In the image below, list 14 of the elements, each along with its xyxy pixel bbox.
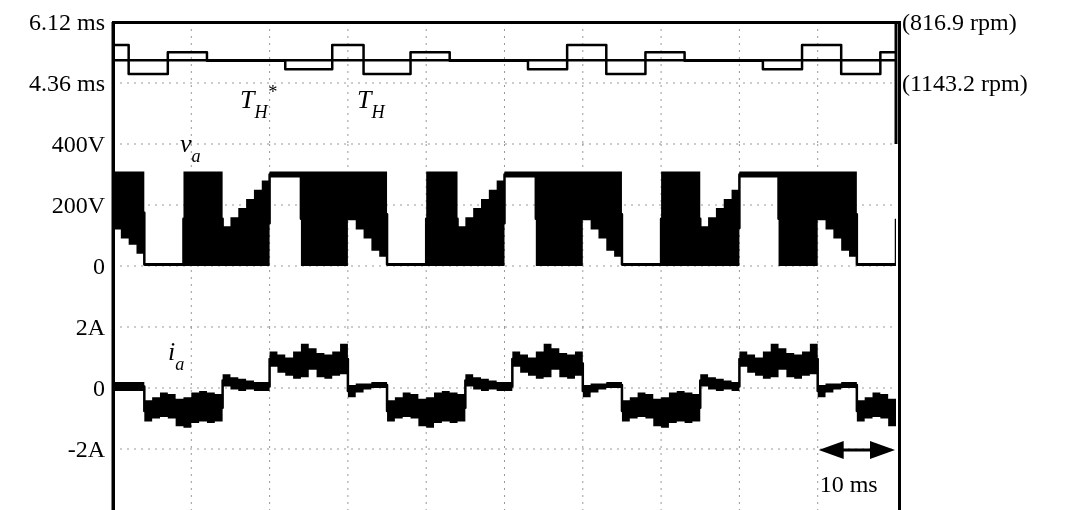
y2-tick-label: (816.9 rpm): [902, 9, 1017, 35]
y-tick-label: 6.12 ms: [28, 9, 105, 35]
annotation: 10 ms: [819, 471, 878, 497]
series-label: i$_{a}$: [168, 337, 185, 374]
y-tick-label: 4.36 ms: [28, 70, 105, 96]
text: v$_{a}$: [180, 129, 201, 166]
y-tick-label: 2A: [75, 314, 106, 340]
y-tick-label: 0: [93, 375, 105, 401]
y2-tick-label: (1143.2 rpm): [902, 70, 1028, 96]
y-tick-label: 0: [93, 253, 105, 279]
y-tick-label: 400V: [51, 131, 106, 157]
series-label: T$_{H}$: [357, 85, 386, 122]
y-tick-label: 200V: [51, 192, 106, 218]
y-tick-label: -2A: [67, 436, 106, 462]
